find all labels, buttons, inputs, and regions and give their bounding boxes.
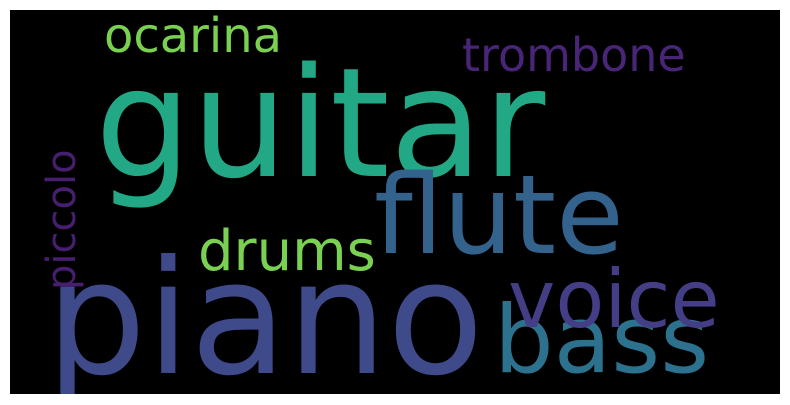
word-piano: piano (46, 227, 484, 394)
word-bass: bass (494, 286, 710, 394)
word-voice: voice (508, 253, 720, 346)
word-drums: drums (198, 219, 376, 284)
word-guitar: guitar (95, 35, 546, 212)
word-trombone: trombone (462, 28, 686, 82)
word-ocarina: ocarina (104, 10, 283, 64)
word-cloud-canvas: guitar piano flute bass voice drums ocar… (10, 10, 780, 394)
word-piccolo: piccolo (39, 149, 85, 290)
word-flute: flute (374, 151, 624, 279)
